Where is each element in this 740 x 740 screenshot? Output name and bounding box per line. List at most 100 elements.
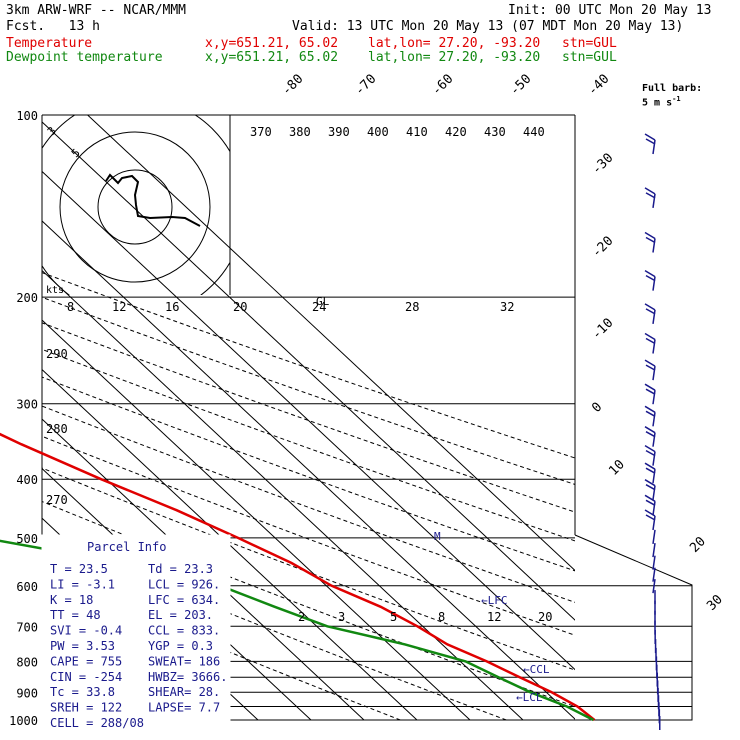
wind-barb-staff: [652, 432, 656, 447]
wind-barb-staff: [652, 365, 656, 381]
wind-barb-flag: [644, 303, 656, 311]
theta-label-290: 290: [46, 347, 68, 361]
isotherm-line: [42, 269, 524, 720]
isotherm-label--70: -70: [352, 72, 379, 99]
parcel-info-title: Parcel Info: [87, 540, 166, 554]
dewpoint-xy: x,y=651.21, 65.02: [205, 50, 339, 65]
wind-barb-flag: [645, 499, 656, 506]
wind-barb-staff: [652, 469, 656, 484]
theta-label-440: 440: [523, 125, 545, 139]
isotherm-label--20: -20: [589, 234, 616, 261]
parcel-info-right: LAPSE= 7.7: [148, 701, 220, 715]
wind-barb-staff: [652, 390, 656, 405]
wind-barb-flag: [645, 192, 656, 199]
hodograph-marker: GL: [316, 295, 330, 308]
hodograph-speed-label-12: 12: [112, 300, 126, 314]
parcel-info-right: SHEAR= 28.: [148, 685, 220, 699]
wind-barb-flag: [644, 231, 656, 240]
wind-barb-staff: [652, 276, 656, 291]
wind-barb-flag: [645, 410, 656, 417]
isotherm-label-30: 30: [704, 592, 726, 614]
isotherm-label--40: -40: [585, 72, 612, 99]
parcel-info-right: CCL = 833.: [148, 624, 220, 638]
wind-barb-flag: [644, 187, 656, 195]
parcel-info-left: CIN = -254: [50, 670, 122, 684]
wind-barb-flag: [645, 514, 656, 521]
theta-label-380: 380: [289, 125, 311, 139]
hodograph-speed-label-24: 24: [312, 300, 326, 314]
wind-barb-flag: [645, 274, 656, 282]
parcel-info-left: LI = -3.1: [50, 577, 115, 591]
dewpoint-legend: Dewpoint temperature: [6, 50, 163, 65]
dry-adiabat: [42, 322, 575, 513]
mixing-ratio-label-20: 20: [538, 610, 552, 624]
dry-adiabat: [42, 467, 575, 671]
parcel-info-left: PW = 3.53: [50, 639, 115, 653]
wind-barb-flag: [644, 444, 656, 453]
wind-barb-flag: [644, 383, 656, 391]
theta-label-420: 420: [445, 125, 467, 139]
parcel-info-left: SREH = 122: [50, 701, 122, 715]
wind-barb-staff: [652, 542, 656, 558]
parcel-info-left: Tc = 33.8: [50, 685, 115, 699]
pressure-label-100: 100: [16, 109, 38, 123]
model-title: 3km ARW-WRF -- NCAR/MMM: [6, 3, 187, 18]
isotherm-labels: -80 -70 -60 -50 -40 -30 -20 -10 0 10 20 30: [279, 72, 726, 614]
mixing-ratio-label-8: 8: [438, 610, 445, 624]
parcel-info-left: SVI = -0.4: [50, 624, 122, 638]
theta-label-390: 390: [328, 125, 350, 139]
hodograph-speed-label-8: 8: [67, 300, 74, 314]
mixing-ratio-label-3: 3: [338, 610, 345, 624]
parcel-info-right: LCL = 926.: [148, 577, 220, 591]
theta-label-400: 400: [367, 125, 389, 139]
wind-barb-staff: [652, 555, 656, 570]
dry-adiabat: [42, 405, 575, 603]
hodograph-trace: [105, 173, 201, 227]
isotherm-label--50: -50: [507, 72, 534, 99]
isotherm-label--10: -10: [589, 316, 616, 343]
wind-barb-flag: [644, 359, 656, 367]
wind-barb-flag: [644, 426, 656, 434]
dewpoint-station: stn=GUL: [562, 50, 617, 65]
wind-barb-flag: [645, 337, 656, 345]
barb-legend-line2: 5 m s-1: [642, 94, 681, 108]
lfc-marker: ←LFC: [481, 594, 508, 607]
mixing-ratio-label-5: 5: [390, 610, 397, 624]
wind-barb-staff: [652, 515, 656, 531]
wind-barb-staff: [652, 485, 656, 500]
wind-barb-flag: [645, 449, 656, 457]
forecast-hour: Fcst. 13 h: [6, 19, 100, 34]
isotherm-line: [42, 418, 365, 720]
wind-barb-staff: [652, 412, 656, 427]
isotherm-label-0: 0: [589, 400, 605, 416]
hodograph-speed-labels: 8 12 16 20 24 28 32: [67, 300, 514, 314]
isotherm-label--80: -80: [279, 72, 306, 99]
hodograph-kts-label: kts: [46, 285, 64, 296]
isotherm-line: [42, 170, 575, 671]
wind-barb-staff: [652, 193, 656, 209]
temperature-trace: [0, 432, 596, 721]
hodograph-ring-inner: [97, 169, 173, 245]
dry-adiabat: [42, 435, 575, 636]
wind-barb-flag: [645, 467, 656, 474]
parcel-info-box: Parcel Info T = 23.5 Td = 23.3 LI = -3.1 LC…: [41, 534, 231, 730]
pressure-label-700: 700: [16, 620, 38, 634]
wind-barb-staff: [652, 567, 656, 582]
pressure-label-200: 200: [16, 291, 38, 305]
dewpoint-latlon: lat,lon= 27.20, -93.20: [368, 50, 541, 65]
parcel-info-right: Td = 23.3: [148, 562, 213, 576]
wind-barb-flag: [645, 484, 656, 491]
isotherm-label-20: 20: [687, 534, 709, 556]
pressure-label-500: 500: [16, 532, 38, 546]
temperature-station: stn=GUL: [562, 36, 617, 51]
parcel-info-right: YGP = 0.3: [148, 639, 213, 653]
wind-barb-flag: [645, 308, 656, 315]
mixing-ratio-label-12: 12: [487, 610, 501, 624]
parcel-info-left: CELL = 288/08: [50, 716, 144, 730]
barb-legend-units: 5 m s: [642, 97, 673, 109]
hodograph-speed-label-28: 28: [405, 300, 419, 314]
parcel-info-rows: T = 23.5 Td = 23.3 LI = -3.1 LCL = 926. K = …: [50, 562, 227, 730]
ccl-marker: ←CCL: [523, 663, 550, 676]
wind-barb-flag: [645, 431, 656, 438]
